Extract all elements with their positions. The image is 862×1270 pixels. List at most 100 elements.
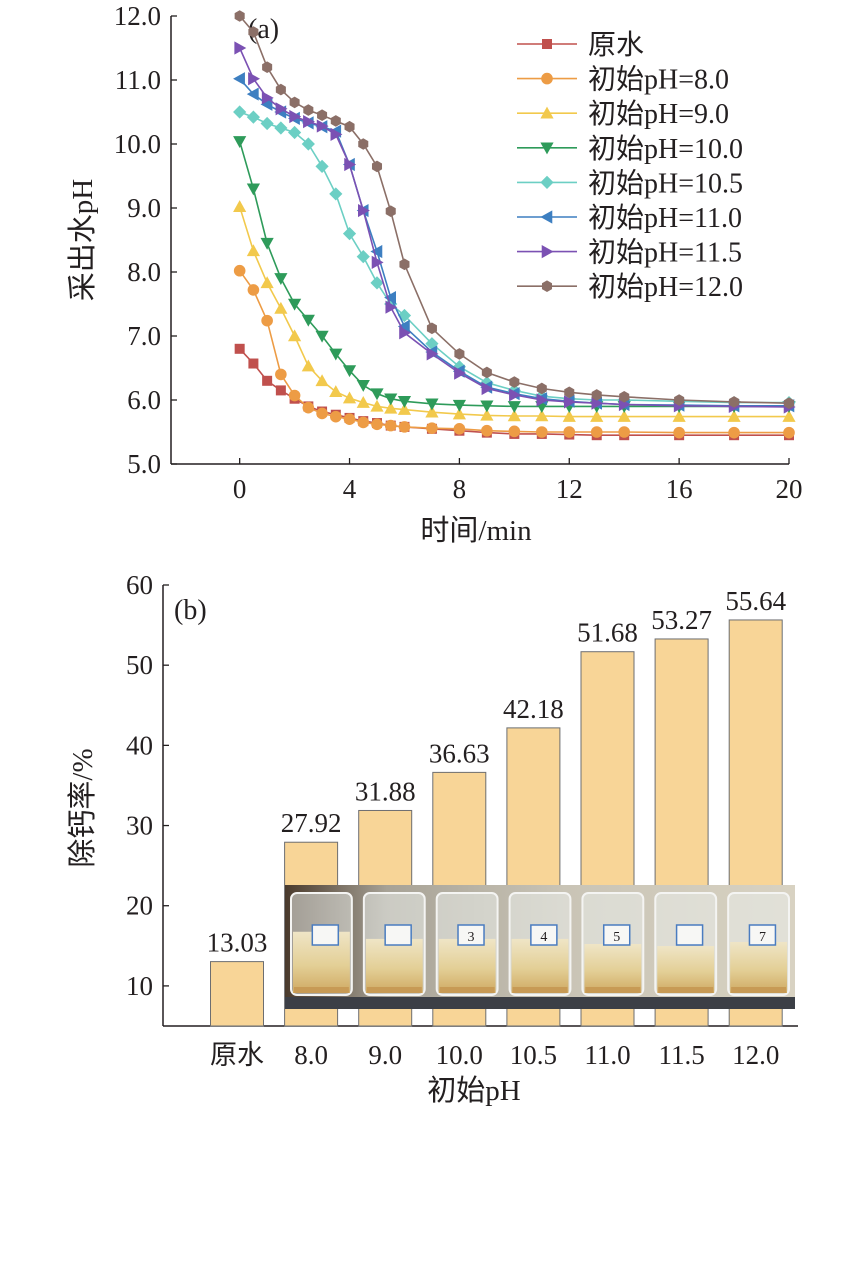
bar-value-label: 51.68	[577, 618, 638, 648]
data-point	[260, 116, 274, 131]
legend-marker	[540, 175, 554, 189]
beaker-sticker-label: 3	[468, 930, 475, 945]
data-point	[426, 422, 438, 434]
panel-b-y-tick-label: 20	[126, 891, 153, 921]
legend-entry-2: 初始pH=9.0	[517, 98, 729, 130]
data-point	[370, 388, 384, 401]
data-point	[399, 258, 410, 271]
data-point	[275, 385, 286, 396]
legend-entry-7: 初始pH=12.0	[517, 271, 743, 303]
panel-b-y-tick-label: 10	[126, 971, 153, 1001]
data-point	[371, 255, 384, 269]
data-point	[564, 386, 575, 399]
data-point	[248, 358, 259, 369]
data-point	[590, 410, 604, 422]
data-point	[370, 276, 384, 290]
data-point	[288, 389, 301, 402]
data-point	[302, 401, 315, 414]
data-point	[481, 381, 494, 396]
data-point	[344, 120, 355, 133]
panel-b-label: (b)	[174, 595, 207, 626]
data-point	[783, 426, 795, 439]
data-point	[234, 10, 245, 22]
beaker-sticker	[675, 924, 704, 946]
beaker-sediment	[585, 987, 641, 993]
data-point	[384, 291, 397, 305]
legend-marker	[541, 280, 553, 292]
data-point	[233, 136, 247, 149]
series-7	[234, 10, 795, 409]
beaker-sediment	[731, 987, 786, 993]
beaker-liquid	[438, 938, 496, 993]
beaker-sticker	[311, 924, 340, 946]
data-point	[385, 205, 396, 217]
data-point	[782, 410, 796, 422]
legend-label: 原水	[588, 29, 644, 61]
data-point	[301, 137, 315, 151]
data-point	[398, 421, 411, 433]
data-point	[536, 382, 547, 395]
data-point	[480, 376, 494, 390]
legend-label: 初始pH=10.5	[588, 167, 743, 199]
data-point	[384, 401, 398, 414]
data-point	[316, 119, 329, 133]
data-point	[481, 366, 492, 379]
panel-b-ylabel: 除钙率/%	[66, 748, 99, 867]
data-point	[426, 347, 439, 361]
data-point	[274, 301, 288, 314]
panel-a-x-tick-label: 0	[233, 474, 247, 504]
x-category-label: 11.5	[658, 1040, 704, 1070]
x-category-label: 10.0	[436, 1040, 483, 1070]
data-point	[370, 399, 384, 412]
data-point	[315, 159, 329, 173]
beaker-sticker	[530, 924, 558, 946]
bar-value-label: 42.18	[503, 694, 564, 724]
panel-a-axes	[170, 16, 789, 465]
beaker: 7	[727, 892, 791, 996]
data-point	[454, 348, 465, 360]
beaker: 4	[508, 892, 572, 996]
beaker: 5	[581, 892, 645, 996]
beaker-sediment	[439, 987, 495, 993]
data-point	[342, 365, 357, 378]
data-point	[260, 237, 274, 250]
data-point	[672, 410, 686, 422]
legend-label: 初始pH=10.0	[588, 133, 743, 165]
data-point	[301, 359, 315, 372]
legend-entry-4: 初始pH=10.5	[517, 167, 743, 199]
data-point	[397, 319, 410, 333]
data-point	[260, 97, 273, 111]
beaker-sediment	[366, 987, 422, 993]
data-point	[262, 375, 273, 386]
data-point	[384, 419, 397, 432]
data-point	[330, 115, 341, 127]
data-point	[234, 41, 247, 55]
data-point	[274, 273, 288, 285]
bar-value-label: 13.03	[207, 928, 268, 958]
data-point	[536, 393, 549, 407]
data-point	[728, 426, 740, 439]
panel-a-xlabel: 时间/min	[420, 514, 532, 547]
series-2	[233, 200, 796, 422]
data-point	[618, 426, 630, 438]
panel-b-y-tick-label: 40	[126, 730, 153, 760]
beaker-sediment	[658, 987, 714, 993]
data-point	[385, 300, 398, 314]
data-point	[316, 407, 328, 420]
bar-value-label: 55.64	[725, 586, 786, 616]
beaker-liquid	[584, 944, 642, 993]
bar-value-label: 31.88	[355, 776, 416, 806]
legend-entry-0: 原水	[517, 29, 644, 61]
beaker-liquid	[511, 938, 569, 993]
data-point	[357, 203, 370, 218]
series-1	[233, 264, 795, 439]
data-point	[397, 396, 412, 408]
data-point	[356, 380, 370, 392]
data-point	[315, 374, 329, 387]
beaker-sticker	[384, 924, 412, 946]
bar-value-label: 27.92	[281, 808, 342, 838]
panel-a-series-group	[233, 10, 796, 441]
data-point	[507, 409, 521, 422]
data-point	[371, 418, 383, 431]
